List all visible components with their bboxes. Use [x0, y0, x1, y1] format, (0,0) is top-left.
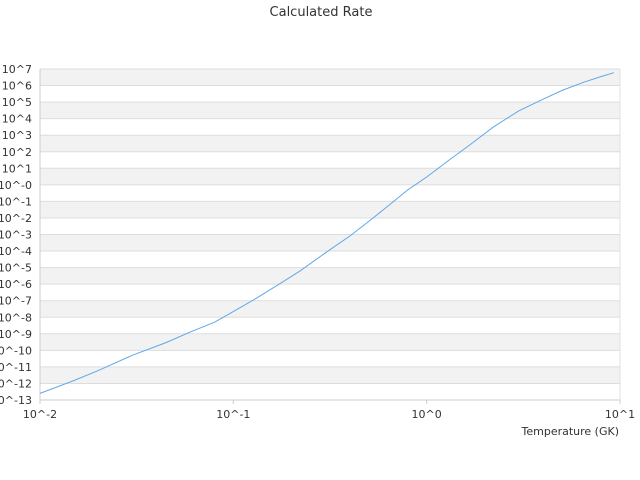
y-tick-label: 10^1	[2, 162, 32, 175]
y-tick-label: 10^-2	[0, 212, 32, 225]
y-tick-label: 10^-8	[0, 311, 32, 324]
grid-band	[40, 317, 620, 334]
x-axis-ticks: 10^-2 10^-1 10^0 10^1	[23, 400, 635, 421]
grid-band	[40, 366, 620, 384]
y-tick-label: 10^3	[2, 129, 32, 142]
y-tick-label: 10^-9	[0, 328, 32, 341]
y-tick-label: 10^-10	[0, 344, 32, 357]
grid-band	[40, 284, 620, 301]
y-tick-label: 10^2	[2, 146, 32, 159]
plot-frame	[39, 69, 621, 401]
grid-band	[40, 168, 620, 185]
grid-bands	[40, 68, 620, 400]
y-tick-label: 10^7	[2, 63, 32, 76]
grid-band	[40, 251, 620, 268]
y-tick-label: 10^-3	[0, 229, 32, 242]
grid-band	[40, 85, 620, 103]
grid-band	[40, 217, 620, 235]
series-line	[39, 72, 615, 394]
y-tick-label: 10^-1	[0, 195, 32, 208]
chart-title: Calculated Rate	[270, 5, 373, 20]
y-tick-label: 10^6	[2, 80, 32, 93]
y-tick-label: 10^-7	[0, 295, 32, 308]
y-tick-label: 10^-12	[0, 377, 32, 390]
grid-band	[40, 267, 620, 285]
x-tick-label: 10^1	[605, 408, 635, 421]
grid-band	[40, 69, 620, 86]
series-group	[39, 72, 615, 394]
y-axis-ticks: 10^-13 10^-12 10^-11 10^-10 10^-9 10^-8 10^-7 1…	[0, 63, 32, 407]
grid-band	[40, 383, 620, 400]
grid-band	[40, 234, 620, 252]
y-tick-label: 10^-6	[0, 278, 32, 291]
grid-band	[40, 300, 620, 318]
y-tick-label: 10^-5	[0, 262, 32, 275]
y-tick-label: 10^-13	[0, 394, 32, 407]
grid-band	[40, 350, 620, 367]
x-tick-label: 10^-2	[23, 408, 57, 421]
grid-band	[40, 118, 620, 136]
y-tick-label: 10^-11	[0, 361, 32, 374]
x-tick-label: 10^-1	[216, 408, 250, 421]
x-axis-label: Temperature (GK)	[521, 425, 620, 438]
y-tick-label: 10^-4	[0, 245, 32, 258]
grid-band	[40, 333, 620, 351]
grid-band	[40, 184, 620, 202]
x-tick-label: 10^0	[412, 408, 442, 421]
grid-band	[40, 201, 620, 218]
grid-band	[40, 135, 620, 152]
y-tick-label: 10^4	[2, 113, 32, 126]
y-tick-label: 10^-0	[0, 179, 32, 192]
grid-band	[40, 151, 620, 169]
grid-band	[40, 102, 620, 119]
y-tick-label: 10^5	[2, 96, 32, 109]
